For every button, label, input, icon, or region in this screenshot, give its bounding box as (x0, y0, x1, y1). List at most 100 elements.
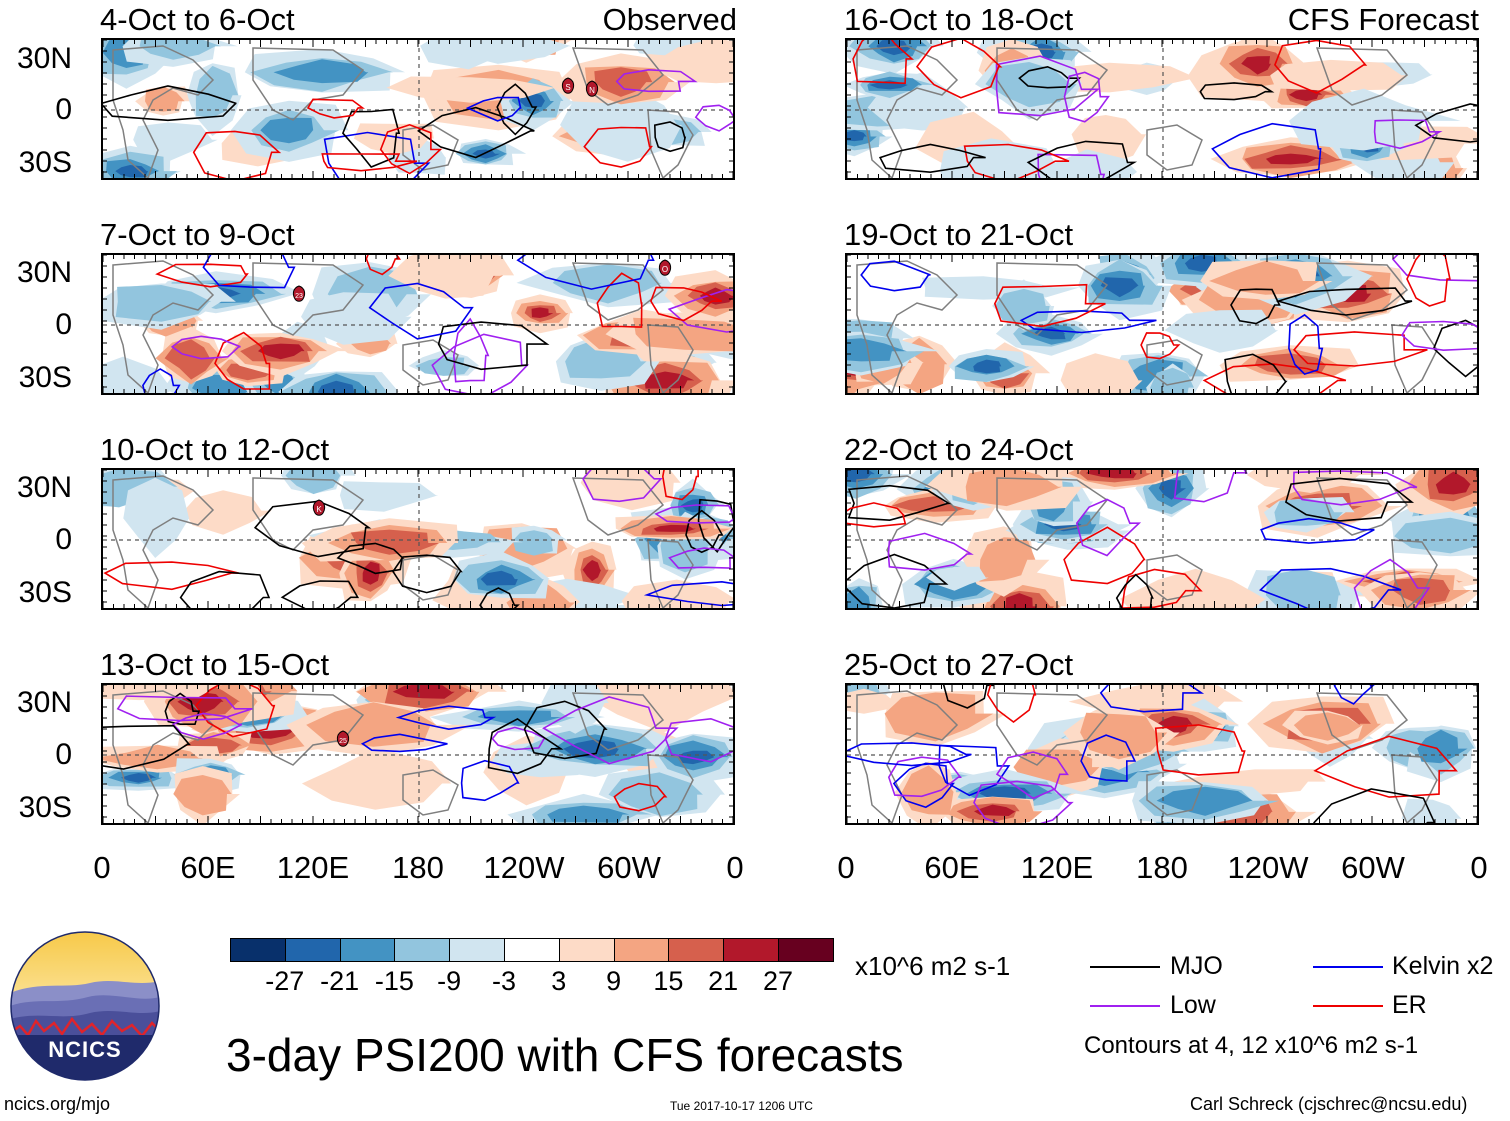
psi-anomaly-shading (901, 765, 954, 815)
wave-contour (1115, 573, 1154, 608)
y-tick-30s-4: 30S (18, 791, 72, 824)
wave-contour (496, 83, 538, 136)
colorbar-swatch (778, 938, 834, 962)
storm-marker: 23 (291, 285, 307, 308)
map-panel-7 (845, 468, 1479, 610)
map-field (103, 40, 733, 178)
coastline (112, 690, 215, 823)
psi-anomaly-shading (184, 490, 272, 535)
wave-contour (365, 255, 402, 276)
panel-title-5: 16-Oct to 18-Oct (844, 2, 1074, 37)
map-panel-4 (101, 683, 735, 825)
psi-anomaly-shading (1080, 712, 1168, 760)
coastline (252, 262, 365, 336)
psi-anomaly-shading (115, 285, 212, 322)
y-tick-eq-1: 0 (55, 93, 72, 126)
psi-anomaly-shading (260, 117, 314, 144)
psi-anomaly-shading (1265, 568, 1341, 608)
coastline (1391, 754, 1438, 823)
colorbar-label: -27 (265, 966, 305, 996)
psi-anomaly-shading (621, 579, 733, 608)
psi-anomaly-shading (653, 524, 696, 532)
storm-label: S (565, 83, 570, 92)
wave-contour (995, 55, 1101, 117)
psi-anomaly-shading (1209, 260, 1320, 295)
map-field (103, 255, 733, 393)
wave-contour (155, 263, 249, 288)
coastline (996, 262, 1109, 336)
wave-contour (847, 742, 972, 767)
x-tick-0-left: 0 (93, 850, 111, 885)
wave-contour (1260, 517, 1375, 544)
wave-contour (694, 104, 733, 132)
psi-anomaly-shading (173, 775, 232, 816)
wave-contour (1313, 788, 1436, 823)
panel-tag-forecast: CFS Forecast (1287, 2, 1479, 37)
psi-anomaly-shading (477, 710, 562, 727)
wave-contour (116, 695, 253, 722)
coastline (1146, 339, 1203, 386)
wave-contour (395, 705, 497, 731)
psi-anomaly-shading (301, 748, 452, 810)
map-panel-3 (101, 468, 735, 610)
psi-anomaly-shading (350, 529, 440, 555)
wave-contour (1019, 310, 1157, 334)
wave-contour (1026, 140, 1138, 178)
psi-anomaly-shading (847, 338, 907, 362)
psi-anomaly-shading (608, 772, 703, 816)
map-field (103, 470, 733, 608)
x-tick-120e-left: 120E (276, 850, 350, 885)
coastline (647, 754, 694, 823)
colorbar-swatch (284, 938, 341, 962)
wave-contour (306, 98, 366, 119)
psi-anomaly-shading (1158, 479, 1186, 500)
x-tick-120w-right: 120W (1227, 850, 1309, 885)
legend-line-kelvin (1313, 966, 1383, 968)
wave-contour (1173, 470, 1248, 503)
x-tick-180-right: 180 (1136, 850, 1188, 885)
colorbar-label: 21 (708, 966, 739, 996)
psi-anomaly-shading (847, 130, 867, 142)
y-tick-30n-2: 30N (16, 256, 72, 289)
colorbar-label: -9 (437, 966, 462, 996)
coastline (1391, 109, 1438, 178)
coastline (402, 769, 459, 816)
wave-contour (280, 580, 360, 608)
wave-contour (986, 685, 1037, 724)
psi-anomaly-shading (145, 86, 185, 112)
y-tick-30s-2: 30S (18, 361, 72, 394)
main-title: 3-day PSI200 with CFS forecasts (226, 1029, 904, 1081)
x-tick-0e-right: 0 (1470, 850, 1488, 885)
colorbar-label: -21 (320, 966, 360, 996)
wave-contour (1293, 331, 1428, 367)
psi-anomaly-shading (258, 343, 305, 360)
wave-contour (1063, 526, 1146, 585)
footer-author: Carl Schreck (cjschrec@ncsu.edu) (1190, 1094, 1468, 1114)
wave-contour (1063, 71, 1110, 123)
colorbar-label: 9 (606, 966, 622, 996)
psi-anomaly-shading (1401, 798, 1462, 823)
coastline (1391, 539, 1438, 608)
map-panel-2 (101, 253, 735, 395)
coastline (252, 692, 365, 766)
psi-anomaly-shading (1119, 568, 1267, 608)
coastline (402, 124, 459, 171)
map-field (103, 685, 733, 823)
wave-contour (416, 106, 535, 159)
coastline (571, 477, 665, 536)
coastline (1315, 47, 1409, 106)
wave-contour (653, 121, 687, 153)
wave-contour (164, 692, 201, 725)
footer-url[interactable]: ncics.org/mjo (4, 1094, 111, 1114)
psi-anomaly-shading (1100, 277, 1139, 298)
coastline (996, 477, 1109, 551)
panel-title-8: 25-Oct to 27-Oct (844, 647, 1074, 682)
wave-contour (847, 553, 949, 608)
coastline (996, 47, 1109, 121)
legend-line-er (1313, 1005, 1383, 1007)
psi-anomaly-shading (353, 123, 434, 155)
colorbar-swatch (449, 938, 505, 962)
x-tick-0-right: 0 (837, 850, 855, 885)
psi-anomaly-shading (339, 481, 439, 512)
wave-contour (1288, 313, 1324, 376)
